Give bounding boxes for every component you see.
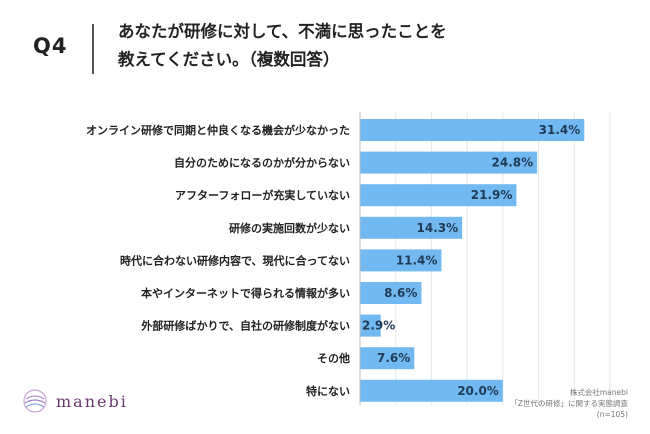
category-label: 自分のためになるのかが分からない (174, 156, 350, 170)
value-label: 7.6% (377, 351, 410, 365)
bar (360, 379, 503, 402)
category-label: 特にない (306, 384, 350, 398)
manebi-logo-text: manebi (56, 391, 128, 411)
category-label: アフターフォローが充実していない (175, 188, 350, 202)
value-label: 11.4% (396, 253, 438, 267)
bar (360, 184, 517, 207)
category-label: 外部研修ばかりで、自社の研修制度がない (140, 319, 350, 333)
category-label: 本やインターネットで得られる情報が多い (141, 286, 350, 300)
source-survey: 「Z世代の研修」に関する実態調査 (510, 399, 628, 408)
value-label: 31.4% (539, 123, 581, 137)
value-label: 14.3% (417, 221, 459, 235)
bar (360, 249, 442, 272)
bar (360, 216, 463, 239)
manebi-logo-icon (23, 389, 47, 413)
question-number: Q4 (33, 34, 68, 58)
value-label: 24.8% (492, 156, 534, 170)
question-title: あなたが研修に対して、不満に思ったことを 教えてください。（複数回答） (118, 18, 538, 74)
bar (360, 347, 415, 370)
question-line-1: あなたが研修に対して、不満に思ったことを (118, 22, 447, 41)
value-label: 20.0% (457, 384, 499, 398)
category-label: その他 (317, 351, 350, 365)
category-label: 研修の実施回数が少ない (229, 221, 350, 235)
category-label: 時代に合わない研修内容で、現代に合ってない (120, 253, 350, 267)
value-label: 8.6% (384, 286, 417, 300)
bar (360, 282, 422, 304)
header-divider (92, 24, 94, 74)
source-note: 株式会社manebi 「Z世代の研修」に関する実態調査 (n=105) (510, 387, 628, 420)
manebi-logo: manebi (22, 388, 128, 414)
bar (360, 151, 538, 174)
value-label: 21.9% (471, 188, 513, 202)
bar (360, 119, 585, 141)
bar (360, 314, 381, 337)
question-line-2: 教えてください。（複数回答） (118, 50, 340, 69)
source-sample-size: (n=105) (596, 410, 628, 419)
source-company: 株式会社manebi (569, 388, 628, 397)
category-label: オンライン研修で同期と仲良くなる機会が少なかった (86, 123, 350, 137)
value-label: 2.9% (362, 319, 395, 333)
